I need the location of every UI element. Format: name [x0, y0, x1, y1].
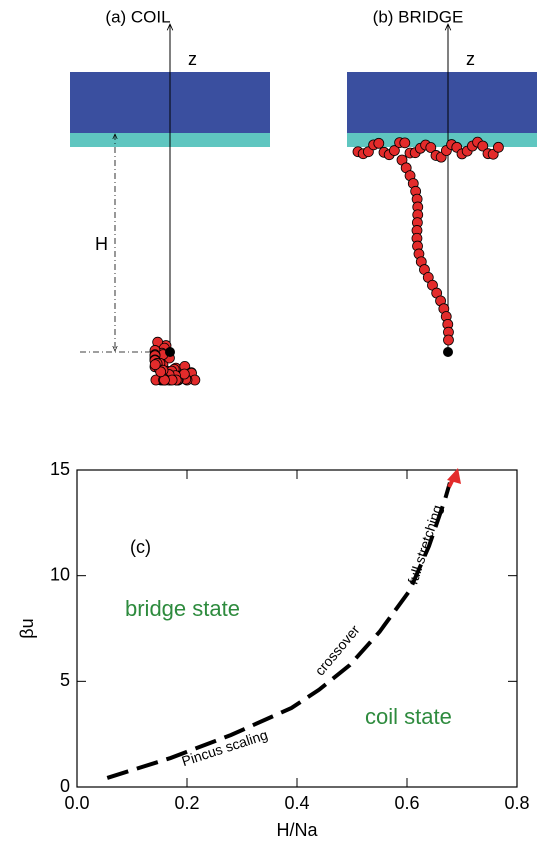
bead: [477, 140, 489, 152]
plot-frame: [76, 469, 518, 788]
diagrams: (a) COIL (b) BRIDGE z z H: [70, 7, 537, 386]
bead: [492, 141, 504, 153]
polymer: [149, 136, 504, 386]
bead: [155, 366, 167, 378]
x-tick-label: 0.2: [174, 793, 199, 813]
plot: 0.0 0.2 0.4 0.6 0.8 0 5 10 15 H/Na βu (c) bridge sta…: [17, 459, 530, 840]
bead: [149, 359, 161, 371]
annotation: bridge state: [125, 596, 240, 621]
anchor: [443, 347, 453, 357]
bead: [425, 142, 437, 153]
x-tick-label: 0.6: [394, 793, 419, 813]
h-label: H: [95, 234, 108, 254]
annotation: coil state: [365, 704, 452, 729]
x-tick-label: 0.0: [64, 793, 89, 813]
bead: [373, 137, 385, 149]
bead: [443, 334, 454, 346]
x-tick-label: 0.8: [504, 793, 529, 813]
y-tick-label: 15: [50, 459, 70, 479]
panel-title: (b) BRIDGE: [373, 7, 464, 26]
y-tick-label: 10: [50, 564, 70, 584]
anchor: [165, 347, 175, 357]
panel-title: (a) COIL: [105, 7, 170, 26]
y-tick-label: 5: [60, 670, 70, 690]
curve: [106, 482, 452, 780]
annotation: (c): [130, 537, 151, 557]
annotation: Pincus scaling: [180, 726, 270, 769]
annotation: crossover: [311, 622, 362, 679]
z-label: z: [466, 49, 475, 69]
x-axis-label: H/Na: [276, 820, 318, 840]
bead: [399, 137, 411, 149]
y-tick-label: 0: [60, 776, 70, 796]
annotation: full stretching: [404, 503, 445, 586]
arrow-head: [447, 468, 461, 484]
bead: [388, 145, 400, 156]
x-tick-label: 0.4: [284, 793, 309, 813]
wall: [347, 72, 537, 133]
y-axis-label: βu: [17, 618, 37, 638]
z-label: z: [188, 49, 197, 69]
